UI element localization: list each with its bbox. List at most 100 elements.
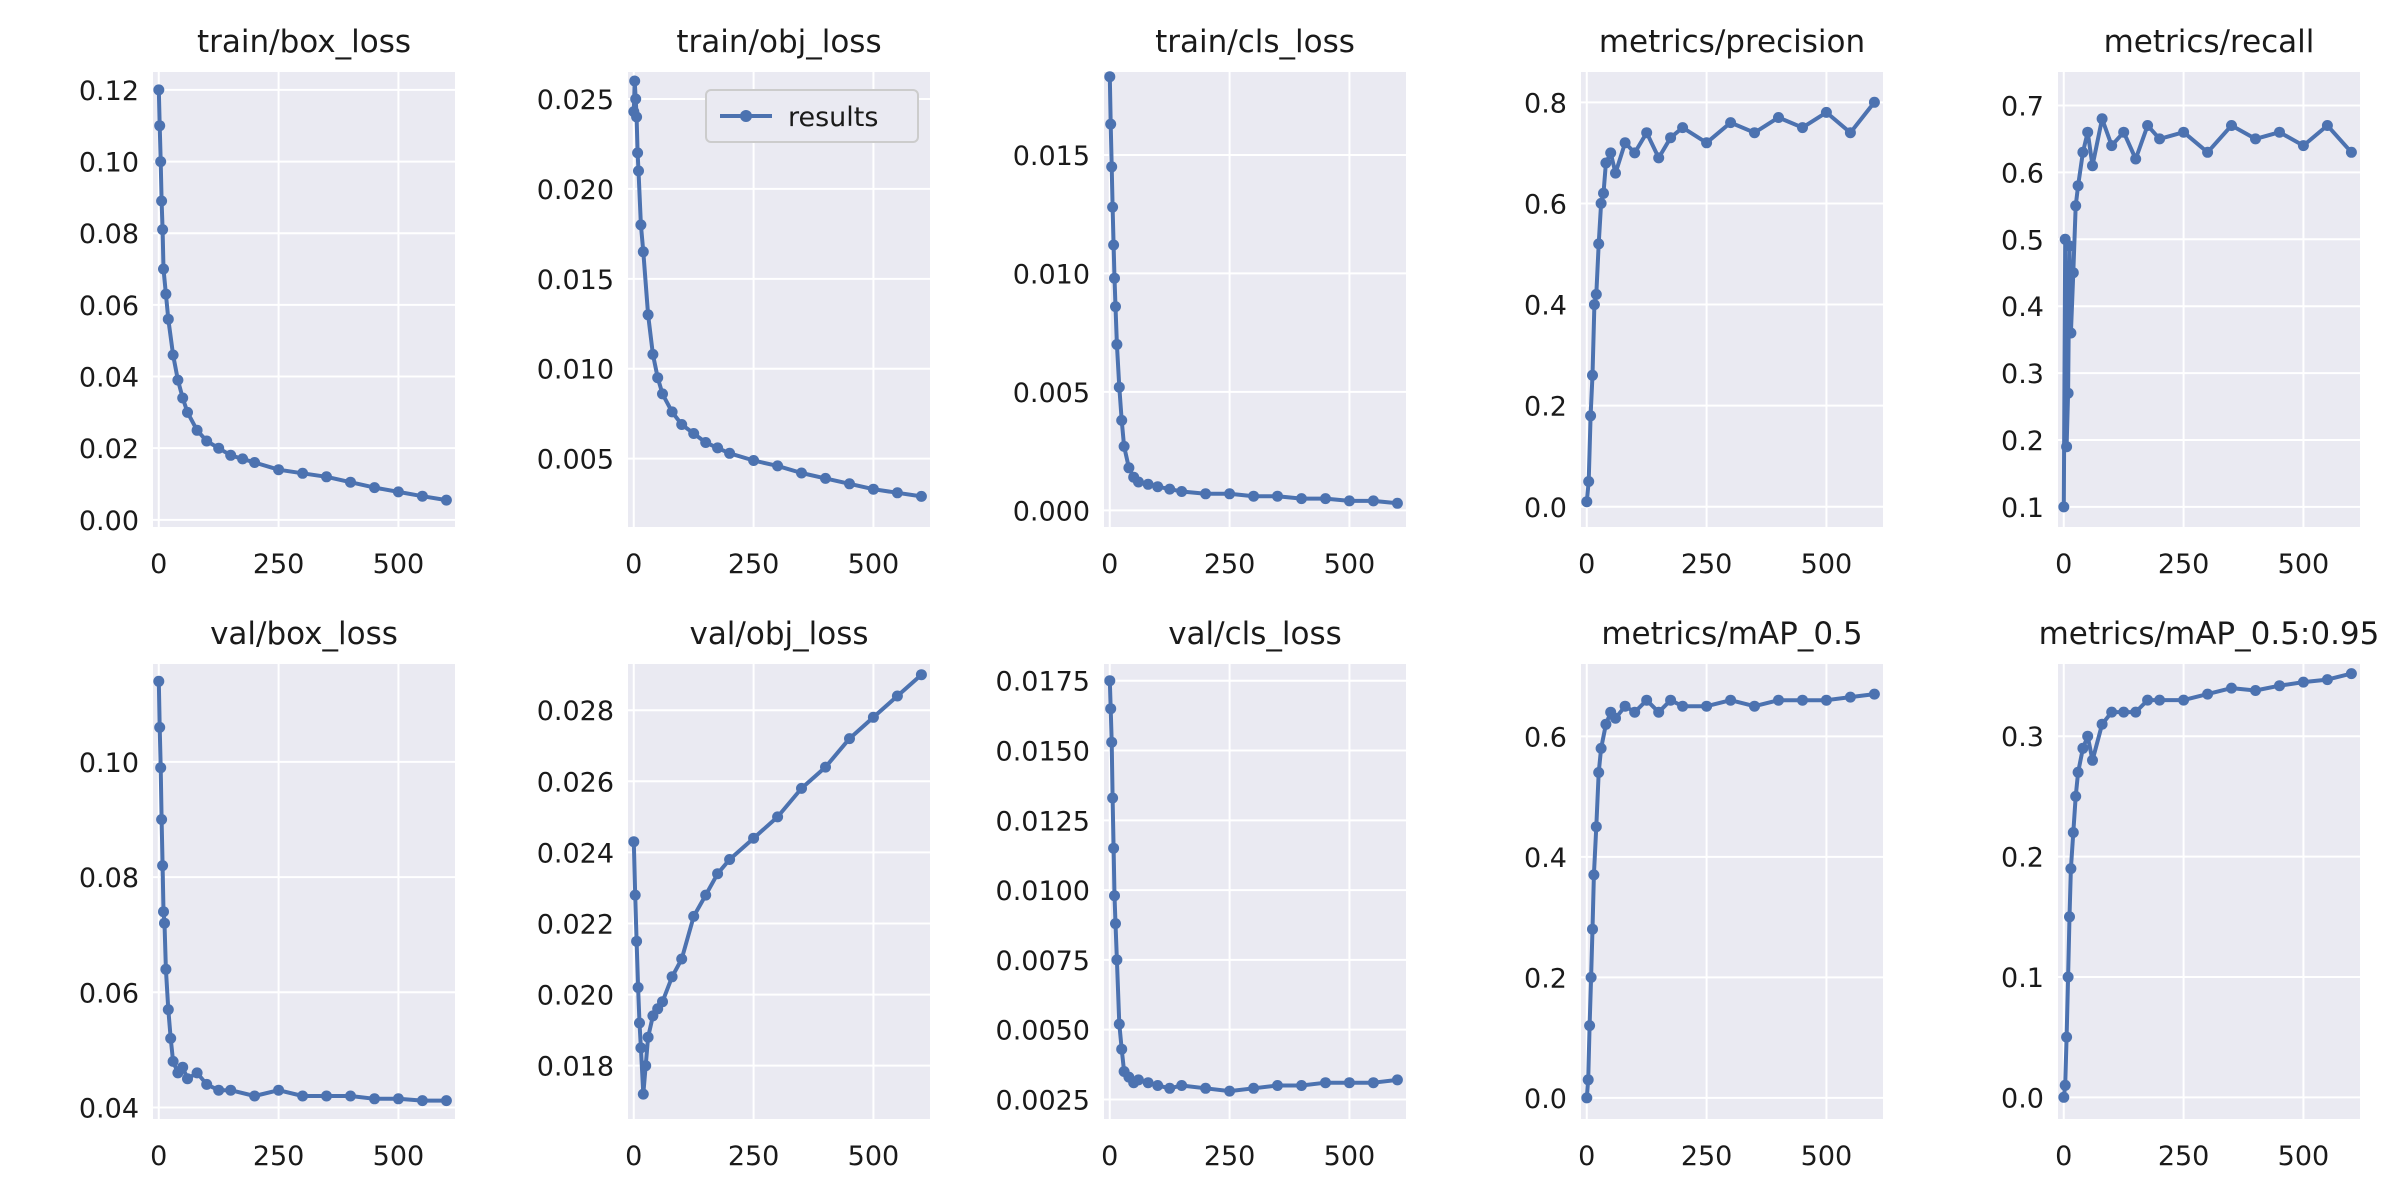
data-point <box>2345 146 2357 158</box>
data-point <box>724 447 736 459</box>
y-tick-label: 0.010 <box>537 355 614 386</box>
data-point <box>154 721 166 733</box>
y-tick-label: 0.028 <box>537 696 614 727</box>
data-point <box>2226 682 2237 694</box>
chart-title: val/obj_loss <box>689 616 868 652</box>
data-point <box>1590 288 1602 300</box>
data-point <box>1248 490 1260 502</box>
data-point <box>1593 238 1605 250</box>
data-point <box>1272 490 1283 502</box>
y-tick-label: 0.08 <box>79 863 139 894</box>
chart-panel: 0 250 500 0.1 0.2 0.3 0.4 0.5 0.6 0.7 metrics/reca… <box>2001 24 2360 580</box>
data-point <box>1200 488 1212 500</box>
data-point <box>1587 369 1598 381</box>
data-point <box>1773 694 1784 706</box>
data-point <box>2064 911 2075 923</box>
data-point <box>632 147 644 159</box>
data-point <box>1677 122 1689 134</box>
data-point <box>1106 736 1118 748</box>
data-point <box>1610 712 1621 724</box>
x-tick-label: 0 <box>2055 549 2072 580</box>
chart-panel: 0 250 500 0.0 0.2 0.4 0.6 0.8 metrics/precision <box>1524 24 1883 580</box>
data-point <box>177 1061 189 1073</box>
data-point <box>160 963 172 975</box>
data-point <box>629 75 641 87</box>
data-point <box>2154 694 2166 706</box>
data-point <box>1248 1082 1260 1094</box>
data-point <box>249 1090 261 1102</box>
x-tick-label: 250 <box>728 549 780 580</box>
data-point <box>1296 1080 1307 1091</box>
data-point <box>1104 675 1116 687</box>
data-point <box>1104 71 1116 83</box>
data-point <box>2067 267 2079 279</box>
data-point <box>1113 1018 1125 1030</box>
data-point <box>631 935 643 947</box>
data-point <box>1619 137 1631 149</box>
data-point <box>191 1067 203 1079</box>
data-point <box>712 442 724 454</box>
x-tick-label: 0 <box>1101 1141 1118 1172</box>
plot-area <box>1104 72 1406 527</box>
data-point <box>297 467 309 479</box>
y-tick-label: 0.4 <box>1524 843 1567 874</box>
data-point <box>2065 327 2077 339</box>
data-point <box>2061 441 2073 453</box>
data-point <box>1133 476 1144 488</box>
data-point <box>2096 718 2108 730</box>
y-tick-label: 0.010 <box>1013 259 1090 290</box>
data-point <box>676 419 688 430</box>
data-point <box>844 733 855 745</box>
data-point <box>213 442 225 454</box>
data-point <box>796 782 807 794</box>
data-point <box>2345 668 2357 680</box>
y-tick-label: 0.6 <box>2001 158 2044 189</box>
data-point <box>167 1055 179 1067</box>
y-tick-label: 0.5 <box>2001 225 2044 256</box>
x-tick-label: 500 <box>848 549 900 580</box>
x-tick-label: 0 <box>2055 1141 2072 1172</box>
data-point <box>1868 688 1880 700</box>
chart-panel: 0 250 500 0.00 0.02 0.04 0.06 0.08 0.10 0.12 train… <box>79 24 455 580</box>
data-point <box>321 471 332 483</box>
data-point <box>2061 1031 2073 1043</box>
y-tick-label: 0.015 <box>537 265 614 296</box>
legend-box <box>705 89 919 143</box>
data-point <box>1701 137 1713 149</box>
y-tick-label: 0.7 <box>2001 91 2044 122</box>
y-tick-label: 0.2 <box>2001 843 2044 874</box>
data-point <box>915 490 927 502</box>
data-point <box>1391 497 1403 509</box>
data-point <box>2130 706 2142 718</box>
data-point <box>1584 1020 1596 1032</box>
y-tick-label: 0.02 <box>79 434 139 465</box>
data-point <box>1320 1077 1331 1089</box>
data-point <box>1585 971 1597 983</box>
chart-title: metrics/mAP_0.5 <box>1601 616 1862 652</box>
data-point <box>688 910 700 922</box>
y-tick-label: 0.026 <box>537 767 614 798</box>
data-point <box>1224 1085 1236 1097</box>
data-point <box>225 449 237 461</box>
data-point <box>1391 1074 1403 1086</box>
data-point <box>642 1031 654 1043</box>
data-point <box>748 455 760 466</box>
data-point <box>1641 694 1653 706</box>
legend-marker <box>740 110 752 122</box>
data-point <box>2062 971 2074 983</box>
y-tick-label: 0.04 <box>79 363 139 394</box>
chart-title: metrics/mAP_0.5:0.95 <box>2039 616 2380 652</box>
data-point <box>156 814 168 825</box>
data-point <box>1152 481 1164 493</box>
data-point <box>155 156 167 168</box>
data-point <box>2058 1091 2070 1103</box>
data-point <box>1629 706 1641 718</box>
data-point <box>2154 133 2166 145</box>
data-point <box>867 483 879 495</box>
y-tick-label: 0.022 <box>537 909 614 940</box>
data-point <box>666 971 678 983</box>
y-tick-label: 0.4 <box>2001 292 2044 323</box>
y-tick-label: 0.2 <box>1524 392 1567 423</box>
y-tick-label: 0.0150 <box>996 737 1090 768</box>
